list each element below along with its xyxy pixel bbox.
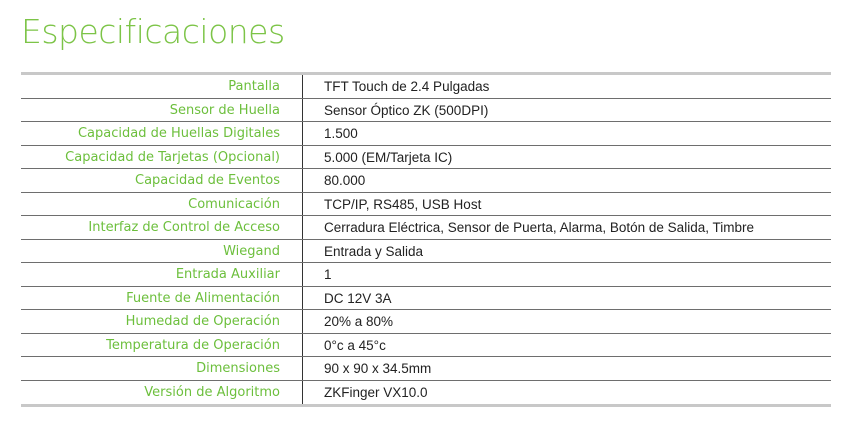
spec-label: Versión de Algoritmo [21,380,303,404]
spec-value: Entrada y Salida [324,243,424,259]
spec-label: Capacidad de Tarjetas (Opcional) [21,145,303,168]
spec-label: Sensor de Huella [21,98,303,121]
table-row: Entrada Auxiliar 1 [21,263,831,287]
table-row: Humedad de Operación 20% a 80% [21,310,831,334]
table-row: Dimensiones 90 x 90 x 34.5mm [21,357,831,381]
spec-label: Entrada Auxiliar [21,263,303,286]
spec-label: Humedad de Operación [21,310,303,333]
table-row: Interfaz de Control de Acceso Cerradura E… [21,216,831,240]
spec-value: Sensor Óptico ZK (500DPI) [324,102,489,118]
spec-value: 0°c a 45°c [324,337,386,353]
spec-label: Fuente de Alimentación [21,286,303,309]
spec-label: Wiegand [21,239,303,262]
spec-value: 5.000 (EM/Tarjeta IC) [324,149,453,165]
spec-value: TFT Touch de 2.4 Pulgadas [324,79,490,94]
table-row: Wiegand Entrada y Salida [21,239,831,263]
table-row: Capacidad de Eventos 80.000 [21,169,831,193]
table-row: Capacidad de Huellas Digitales 1.500 [21,122,831,146]
spec-value: 80.000 [324,173,366,188]
spec-label: Interfaz de Control de Acceso [21,216,303,239]
spec-value: 1 [324,267,332,282]
spec-label: Capacidad de Eventos [21,169,303,192]
spec-label: Pantalla [21,75,303,98]
spec-value: DC 12V 3A [324,290,392,306]
spec-value: 90 x 90 x 34.5mm [324,361,432,376]
spec-value: ZKFinger VX10.0 [324,384,428,400]
spec-value: 20% a 80% [324,314,394,329]
specs-table: Pantalla TFT Touch de 2.4 Pulgadas Sensor … [21,72,831,407]
table-row: Temperatura de Operación 0°c a 45°c [21,333,831,357]
spec-value: 1.500 [324,126,358,141]
spec-label: Capacidad de Huellas Digitales [21,122,303,145]
table-row: Sensor de Huella Sensor Óptico ZK (500DPI… [21,98,831,122]
spec-value: TCP/IP, RS485, USB Host [324,196,482,212]
page-title: Especificaciones [21,12,285,51]
table-row: Capacidad de Tarjetas (Opcional) 5.000 (E… [21,145,831,169]
spec-label: Dimensiones [21,357,303,380]
spec-label: Comunicación [21,192,303,215]
table-row: Fuente de Alimentación DC 12V 3A [21,286,831,310]
spec-value: Cerradura Eléctrica, Sensor de Puerta, A… [324,220,754,235]
table-row: Versión de Algoritmo ZKFinger VX10.0 [21,380,831,404]
table-row: Pantalla TFT Touch de 2.4 Pulgadas [21,75,831,99]
spec-label: Temperatura de Operación [21,333,303,356]
table-row: Comunicación TCP/IP, RS485, USB Host [21,192,831,216]
